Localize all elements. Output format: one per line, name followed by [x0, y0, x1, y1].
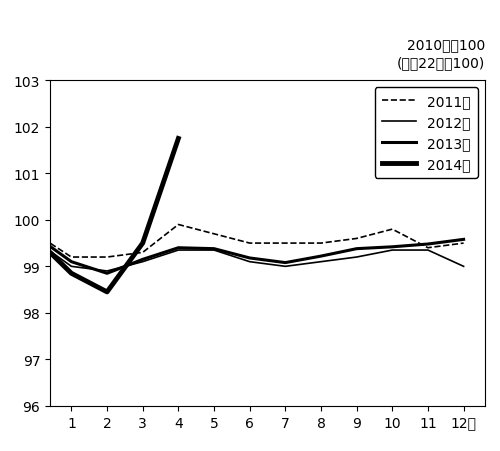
- 2012年: [460, 264, 466, 269]
- 2014年: [104, 290, 110, 295]
- 2012年: [425, 248, 431, 253]
- 2012年: [282, 264, 288, 269]
- Line: 2013年: 2013年: [36, 237, 464, 274]
- 2012年: [354, 255, 360, 260]
- 2013年: [32, 234, 38, 239]
- 2012年: [140, 259, 145, 265]
- 2012年: [176, 248, 182, 253]
- 2012年: [211, 248, 217, 253]
- 2013年: [425, 242, 431, 247]
- Line: 2011年: 2011年: [36, 225, 464, 258]
- 2011年: [282, 241, 288, 246]
- 2011年: [390, 227, 396, 232]
- 2013年: [211, 246, 217, 252]
- 2013年: [318, 254, 324, 259]
- 2011年: [425, 245, 431, 251]
- 2014年: [176, 137, 182, 142]
- Line: 2014年: 2014年: [36, 139, 178, 292]
- 2013年: [140, 257, 145, 262]
- 2011年: [68, 255, 74, 260]
- 2011年: [460, 241, 466, 246]
- 2012年: [246, 259, 252, 265]
- 2013年: [104, 271, 110, 276]
- 2012年: [390, 248, 396, 253]
- 2014年: [32, 236, 38, 242]
- Line: 2012年: 2012年: [36, 241, 464, 272]
- 2013年: [390, 244, 396, 250]
- 2013年: [68, 259, 74, 265]
- 2011年: [140, 250, 145, 256]
- Legend: 2011年, 2012年, 2013年, 2014年: 2011年, 2012年, 2013年, 2014年: [374, 88, 478, 179]
- 2013年: [460, 237, 466, 243]
- 2012年: [318, 259, 324, 265]
- 2013年: [246, 256, 252, 261]
- 2011年: [354, 236, 360, 242]
- 2011年: [246, 241, 252, 246]
- 2012年: [32, 239, 38, 244]
- 2011年: [211, 231, 217, 237]
- 2013年: [282, 260, 288, 266]
- 2011年: [32, 231, 38, 237]
- 2014年: [140, 241, 145, 246]
- 2012年: [104, 269, 110, 274]
- Text: 2010年＝100
(平成22年＝100): 2010年＝100 (平成22年＝100): [397, 38, 485, 70]
- 2012年: [68, 264, 74, 269]
- 2013年: [354, 246, 360, 252]
- 2014年: [68, 271, 74, 276]
- 2011年: [104, 255, 110, 260]
- 2013年: [176, 245, 182, 251]
- 2011年: [318, 241, 324, 246]
- 2011年: [176, 222, 182, 228]
